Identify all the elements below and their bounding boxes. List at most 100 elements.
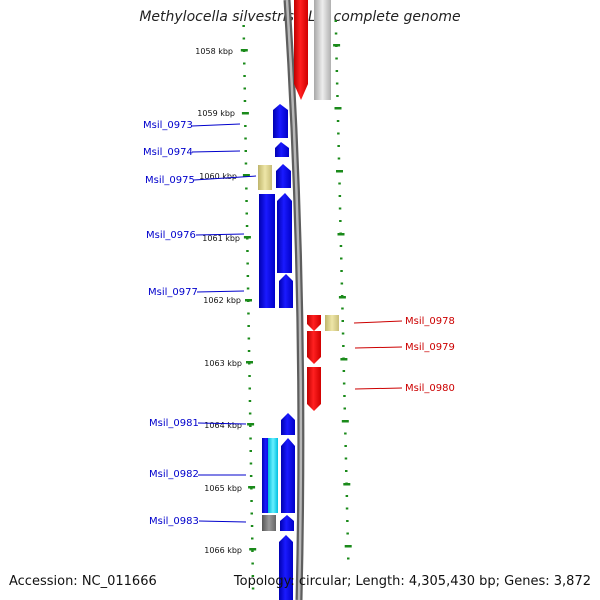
gene-msil-0977[interactable] bbox=[279, 274, 293, 308]
label-msil-0983[interactable]: Msil_0983 bbox=[149, 516, 199, 527]
major-tick bbox=[242, 174, 250, 177]
kbp-label-1058: 1058 kbp bbox=[195, 47, 233, 56]
track-dot bbox=[339, 220, 342, 222]
left-track-dots bbox=[240, 25, 257, 590]
gene-red-top[interactable] bbox=[294, 0, 308, 100]
track-dot bbox=[251, 587, 255, 590]
track-dot bbox=[347, 557, 350, 560]
gene-gray-top[interactable] bbox=[314, 0, 331, 100]
track-dot bbox=[336, 95, 339, 97]
gene-msil-0975[interactable] bbox=[258, 165, 272, 190]
track-dot bbox=[346, 520, 349, 522]
gene-msil-0978[interactable] bbox=[307, 315, 321, 331]
gene-msil-0982[interactable] bbox=[281, 438, 295, 513]
gene-msil-0983-gray[interactable] bbox=[262, 515, 276, 531]
track-dot bbox=[249, 462, 253, 465]
gene-msil-0975-blue[interactable] bbox=[276, 164, 291, 188]
track-dot bbox=[246, 250, 249, 252]
track-dot bbox=[246, 287, 250, 290]
left-gene-labels: Msil_0973 Msil_0974 Msil_0975 Msil_0976 … bbox=[143, 120, 199, 527]
track-dot bbox=[246, 262, 249, 265]
track-dot bbox=[341, 332, 345, 335]
right-leader-lines bbox=[353, 320, 403, 390]
label-msil-0974[interactable]: Msil_0974 bbox=[143, 147, 193, 158]
track-dot bbox=[345, 470, 348, 472]
label-msil-0978[interactable]: Msil_0978 bbox=[405, 316, 455, 327]
major-tick bbox=[340, 358, 348, 361]
kbp-label-1064: 1064 kbp bbox=[204, 421, 242, 430]
track-dot bbox=[242, 25, 245, 27]
major-tick bbox=[334, 107, 342, 110]
gene-msil-0979[interactable] bbox=[307, 331, 321, 364]
track-dot bbox=[249, 475, 253, 477]
topology-text: Topology: circular; Length: 4,305,430 bp… bbox=[233, 574, 591, 589]
major-tick bbox=[333, 44, 341, 47]
gene-msil-0974[interactable] bbox=[275, 142, 289, 157]
track-dot bbox=[251, 575, 255, 577]
track-dot bbox=[344, 432, 347, 435]
track-dot bbox=[249, 450, 252, 452]
track-dot bbox=[251, 537, 254, 540]
track-dot bbox=[340, 257, 343, 260]
track-dot bbox=[250, 512, 253, 515]
gene-msil-0982-cyan[interactable] bbox=[268, 438, 278, 513]
major-tick bbox=[341, 420, 349, 423]
right-track-dots bbox=[333, 20, 352, 560]
track-dot bbox=[251, 550, 254, 552]
label-msil-0980[interactable]: Msil_0980 bbox=[405, 383, 455, 394]
label-msil-0982[interactable]: Msil_0982 bbox=[149, 469, 199, 480]
gene-msil-0983[interactable] bbox=[280, 515, 294, 531]
track-dot bbox=[338, 182, 341, 185]
major-tick bbox=[249, 548, 257, 551]
track-dot bbox=[246, 275, 250, 277]
gene-msil-0982-blue-strip[interactable] bbox=[262, 438, 270, 513]
track-dot bbox=[247, 337, 251, 340]
label-msil-0976[interactable]: Msil_0976 bbox=[146, 230, 196, 241]
track-dot bbox=[244, 162, 248, 165]
track-dot bbox=[340, 282, 344, 285]
track-dot bbox=[337, 132, 340, 135]
track-dot bbox=[334, 32, 338, 35]
track-dot bbox=[243, 100, 247, 102]
track-dot bbox=[338, 207, 342, 210]
genome-backbone-highlight bbox=[285, 0, 303, 600]
track-dot bbox=[248, 400, 252, 402]
track-dot bbox=[337, 157, 341, 160]
track-dot bbox=[245, 200, 248, 202]
track-dot bbox=[245, 225, 249, 227]
track-dot bbox=[345, 507, 349, 510]
right-gene-labels: Msil_0978 Msil_0979 Msil_0980 bbox=[405, 316, 455, 394]
track-dot bbox=[344, 457, 348, 460]
gene-bottom-blue[interactable] bbox=[279, 535, 293, 600]
gene-msil-0981[interactable] bbox=[281, 413, 295, 435]
track-dot bbox=[335, 82, 339, 85]
label-msil-0977[interactable]: Msil_0977 bbox=[148, 287, 198, 298]
major-tick bbox=[248, 486, 256, 489]
track-dot bbox=[248, 412, 252, 415]
gene-msil-0976[interactable] bbox=[259, 194, 275, 308]
label-msil-0975[interactable]: Msil_0975 bbox=[145, 175, 195, 186]
gene-msil-0978-khaki[interactable] bbox=[325, 315, 339, 331]
track-dot bbox=[248, 387, 251, 390]
kbp-label-1063: 1063 kbp bbox=[204, 359, 242, 368]
track-dot bbox=[336, 120, 340, 122]
track-dot bbox=[243, 87, 246, 90]
label-msil-0973[interactable]: Msil_0973 bbox=[143, 120, 193, 131]
accession-text: Accession: NC_011666 bbox=[9, 574, 157, 589]
gene-msil-0980[interactable] bbox=[307, 367, 321, 411]
label-msil-0979[interactable]: Msil_0979 bbox=[405, 342, 455, 353]
gene-msil-0973[interactable] bbox=[273, 104, 288, 138]
kbp-label-1062: 1062 kbp bbox=[203, 296, 241, 305]
track-dot bbox=[250, 500, 253, 502]
track-dot bbox=[334, 20, 337, 22]
gene-msil-0976-blue[interactable] bbox=[277, 193, 292, 273]
track-dot bbox=[247, 350, 251, 352]
track-dot bbox=[339, 245, 343, 247]
track-dot bbox=[249, 425, 252, 427]
track-dot bbox=[245, 187, 248, 190]
track-dot bbox=[244, 137, 247, 140]
track-dot bbox=[338, 195, 342, 197]
label-msil-0981[interactable]: Msil_0981 bbox=[149, 418, 199, 429]
track-dot bbox=[345, 495, 349, 497]
track-dot bbox=[242, 37, 246, 40]
